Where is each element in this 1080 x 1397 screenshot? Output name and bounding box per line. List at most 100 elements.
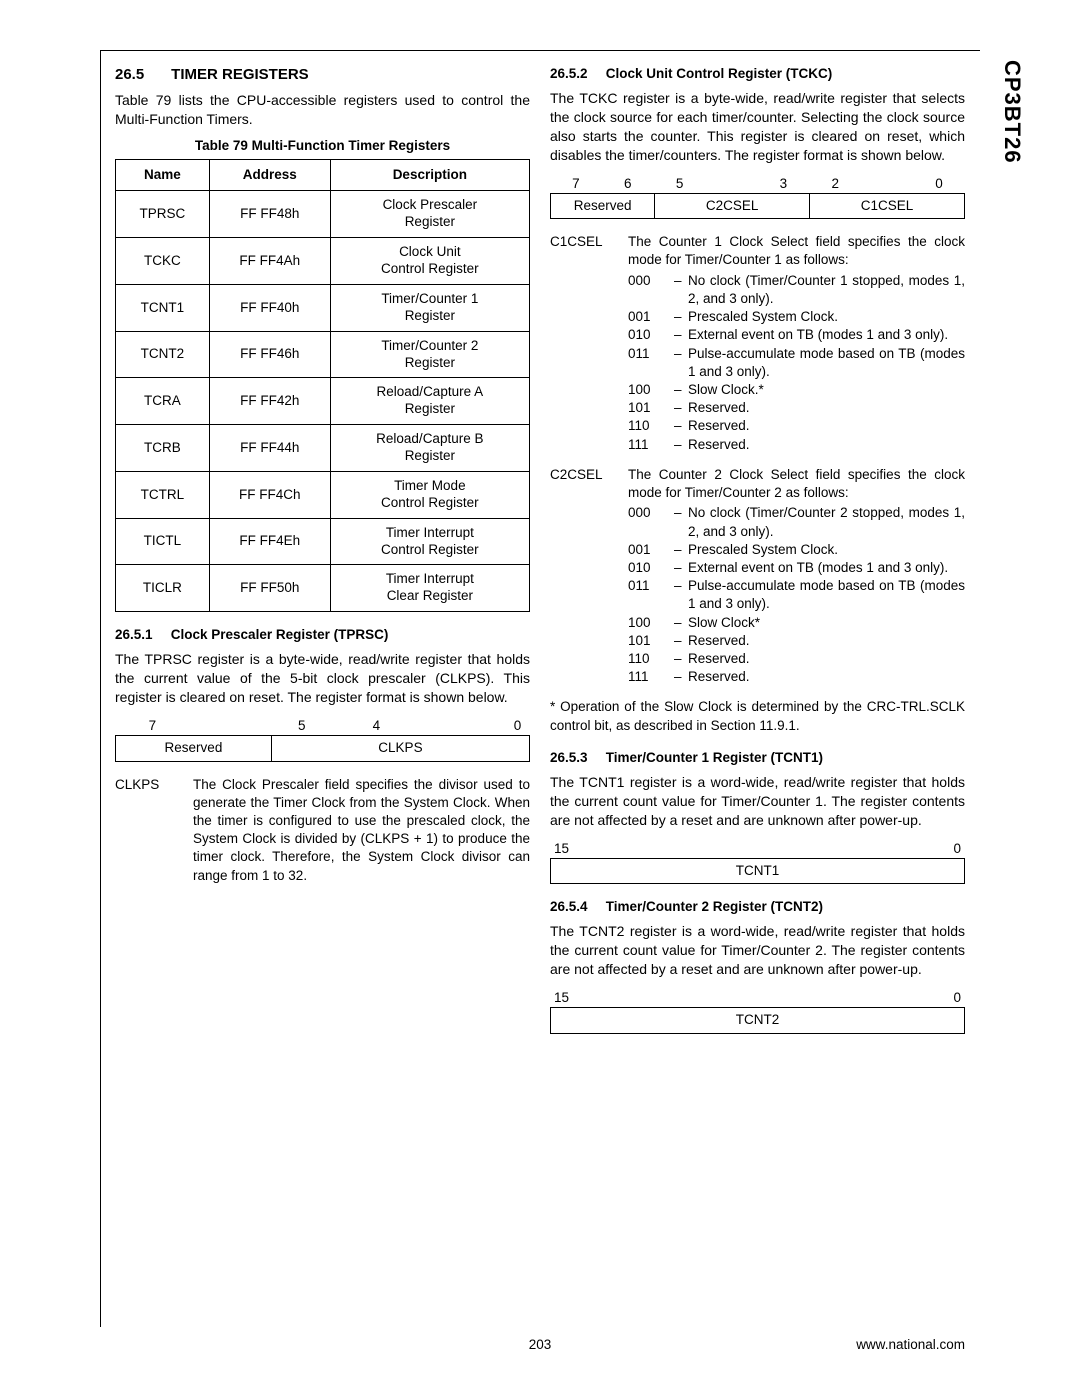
s2653-heading: 26.5.3 Timer/Counter 1 Register (TCNT1) — [550, 749, 965, 767]
bit-label: 2 — [809, 175, 861, 193]
s2653-text: The TCNT1 register is a word-wide, read/… — [550, 773, 965, 830]
th-addr: Address — [209, 160, 330, 191]
intro-text: Table 79 lists the CPU-accessible regist… — [115, 91, 530, 129]
code-val: 110 — [628, 650, 674, 668]
bit-cell: CLKPS — [271, 736, 529, 760]
s2654-heading: 26.5.4 Timer/Counter 2 Register (TCNT2) — [550, 898, 965, 916]
cell-addr: FF FF42h — [209, 378, 330, 425]
code-val: 001 — [628, 308, 674, 326]
code-item: 110–Reserved. — [628, 417, 965, 435]
clkps-desc: The Clock Prescaler field specifies the … — [193, 776, 530, 885]
tprsc-bitfield: 7 54 0 ReservedCLKPS — [115, 717, 530, 761]
s2654-title: Timer/Counter 2 Register (TCNT2) — [606, 899, 823, 914]
field-desc: The Counter 2 Clock Select field specifi… — [628, 466, 965, 687]
table-row: TCRBFF FF44hReload/Capture BRegister — [116, 425, 530, 472]
table-row: TICLRFF FF50hTimer InterruptClear Regist… — [116, 565, 530, 612]
cell-desc: Timer InterruptClear Register — [330, 565, 529, 612]
dash: – — [674, 650, 688, 668]
dash: – — [674, 668, 688, 686]
field-c2csel: C2CSEL The Counter 2 Clock Select field s… — [550, 466, 965, 687]
bit-label: 0 — [505, 717, 530, 735]
code-val: 110 — [628, 417, 674, 435]
table-row: TCTRLFF FF4ChTimer ModeControl Register — [116, 471, 530, 518]
cell-name: TICTL — [116, 518, 210, 565]
th-desc: Description — [330, 160, 529, 191]
bit-label: 0 — [758, 840, 966, 858]
clkps-field: CLKPS The Clock Prescaler field specifie… — [115, 776, 530, 885]
cell-desc: Timer InterruptControl Register — [330, 518, 529, 565]
code-text: No clock (Timer/Counter 1 stopped, modes… — [688, 272, 965, 308]
table-row: TCNT1FF FF40hTimer/Counter 1Register — [116, 284, 530, 331]
table-row: TCRAFF FF42hReload/Capture ARegister — [116, 378, 530, 425]
s2651-heading: 26.5.1 Clock Prescaler Register (TPRSC) — [115, 626, 530, 644]
s2651-title: Clock Prescaler Register (TPRSC) — [171, 627, 389, 642]
code-text: Reserved. — [688, 399, 965, 417]
code-item: 101–Reserved. — [628, 632, 965, 650]
bit-label: 0 — [758, 989, 966, 1007]
content: 26.5 TIMER REGISTERS Table 79 lists the … — [115, 65, 965, 1317]
cell-name: TCRB — [116, 425, 210, 472]
slow-clock-footnote: * Operation of the Slow Clock is determi… — [550, 698, 965, 734]
doc-id: CP3BT26 — [999, 60, 1025, 164]
table-row: TPRSCFF FF48hClock PrescalerRegister — [116, 191, 530, 238]
bit-label — [414, 717, 451, 735]
code-text: External event on TB (modes 1 and 3 only… — [688, 326, 965, 344]
cell-name: TCNT1 — [116, 284, 210, 331]
code-item: 000–No clock (Timer/Counter 2 stopped, m… — [628, 504, 965, 540]
code-item: 011–Pulse-accumulate mode based on TB (m… — [628, 345, 965, 381]
bit-cell: Reserved — [116, 736, 271, 760]
th-name: Name — [116, 160, 210, 191]
left-column: 26.5 TIMER REGISTERS Table 79 lists the … — [115, 65, 530, 1317]
cell-addr: FF FF48h — [209, 191, 330, 238]
clkps-name: CLKPS — [115, 776, 183, 885]
cell-desc: Timer ModeControl Register — [330, 471, 529, 518]
code-item: 011–Pulse-accumulate mode based on TB (m… — [628, 577, 965, 613]
code-text: Prescaled System Clock. — [688, 541, 965, 559]
bit-label — [861, 175, 913, 193]
table-row: TICTLFF FF4EhTimer InterruptControl Regi… — [116, 518, 530, 565]
s2652-text: The TCKC register is a byte-wide, read/w… — [550, 89, 965, 165]
field-name: C2CSEL — [550, 466, 618, 687]
code-val: 100 — [628, 614, 674, 632]
s2654-text: The TCNT2 register is a word-wide, read/… — [550, 922, 965, 979]
code-val: 010 — [628, 559, 674, 577]
code-item: 001–Prescaled System Clock. — [628, 541, 965, 559]
code-item: 100–Slow Clock.* — [628, 381, 965, 399]
bit-label: 5 — [264, 717, 339, 735]
tcnt1-bitfield: 150 TCNT1 — [550, 840, 965, 884]
cell-desc: Reload/Capture ARegister — [330, 378, 529, 425]
code-text: Slow Clock.* — [688, 381, 965, 399]
tcnt2-bitfield: 150 TCNT2 — [550, 989, 965, 1033]
dash: – — [674, 272, 688, 308]
bit-cell: TCNT1 — [551, 859, 964, 883]
table79-caption: Table 79 Multi-Function Timer Registers — [115, 137, 530, 155]
cell-addr: FF FF40h — [209, 284, 330, 331]
code-item: 110–Reserved. — [628, 650, 965, 668]
table79: Name Address Description TPRSCFF FF48hCl… — [115, 159, 530, 612]
dash: – — [674, 614, 688, 632]
field-intro: The Counter 2 Clock Select field specifi… — [628, 466, 965, 502]
bit-label: 7 — [115, 717, 190, 735]
code-text: Reserved. — [688, 668, 965, 686]
cell-desc: Timer/Counter 1Register — [330, 284, 529, 331]
dash: – — [674, 345, 688, 381]
s2652-num: 26.5.2 — [550, 65, 602, 83]
field-desc: The Counter 1 Clock Select field specifi… — [628, 233, 965, 454]
bit-label — [190, 717, 265, 735]
cell-addr: FF FF4Ch — [209, 471, 330, 518]
bit-label: 4 — [339, 717, 414, 735]
bit-label: 5 — [654, 175, 706, 193]
section-num: 26.5 — [115, 65, 167, 85]
s2653-title: Timer/Counter 1 Register (TCNT1) — [606, 750, 823, 765]
code-item: 111–Reserved. — [628, 668, 965, 686]
bit-cell: C2CSEL — [654, 194, 809, 218]
code-text: Pulse-accumulate mode based on TB (modes… — [688, 577, 965, 613]
bit-cell: C1CSEL — [809, 194, 964, 218]
code-item: 100–Slow Clock* — [628, 614, 965, 632]
bit-label: 15 — [550, 840, 758, 858]
dash: – — [674, 417, 688, 435]
bit-label: 15 — [550, 989, 758, 1007]
code-item: 010–External event on TB (modes 1 and 3 … — [628, 326, 965, 344]
code-val: 010 — [628, 326, 674, 344]
code-val: 100 — [628, 381, 674, 399]
